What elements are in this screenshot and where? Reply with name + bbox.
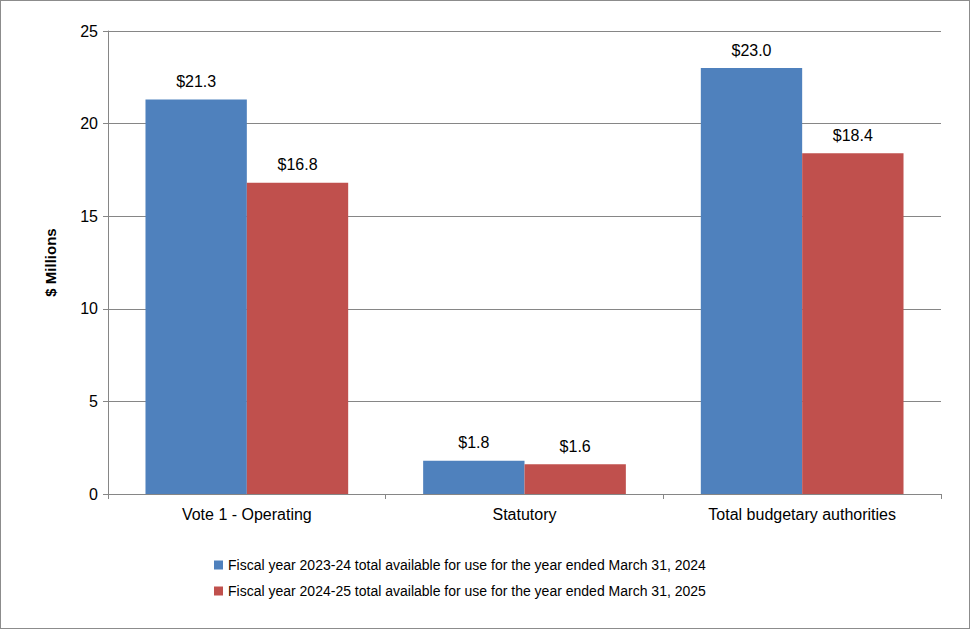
svg-text:$1.8: $1.8 bbox=[458, 434, 489, 451]
svg-text:10: 10 bbox=[80, 300, 98, 317]
svg-text:$1.6: $1.6 bbox=[560, 438, 591, 455]
svg-text:$ Millions: $ Millions bbox=[42, 228, 59, 296]
svg-text:0: 0 bbox=[89, 486, 98, 503]
svg-text:Vote 1 - Operating: Vote 1 - Operating bbox=[182, 506, 312, 523]
svg-text:20: 20 bbox=[80, 115, 98, 132]
svg-text:Statutory: Statutory bbox=[492, 506, 556, 523]
svg-text:$16.8: $16.8 bbox=[277, 156, 317, 173]
svg-text:Fiscal year 2023-24 total avai: Fiscal year 2023-24 total available for … bbox=[228, 557, 706, 573]
svg-text:25: 25 bbox=[80, 23, 98, 40]
svg-text:Total budgetary authorities: Total budgetary authorities bbox=[708, 506, 896, 523]
svg-text:$21.3: $21.3 bbox=[176, 73, 216, 90]
svg-text:5: 5 bbox=[89, 393, 98, 410]
svg-text:$18.4: $18.4 bbox=[833, 127, 873, 144]
svg-text:Fiscal year 2024-25 total avai: Fiscal year 2024-25 total available for … bbox=[228, 583, 706, 599]
svg-text:15: 15 bbox=[80, 208, 98, 225]
svg-text:$23.0: $23.0 bbox=[731, 42, 771, 59]
